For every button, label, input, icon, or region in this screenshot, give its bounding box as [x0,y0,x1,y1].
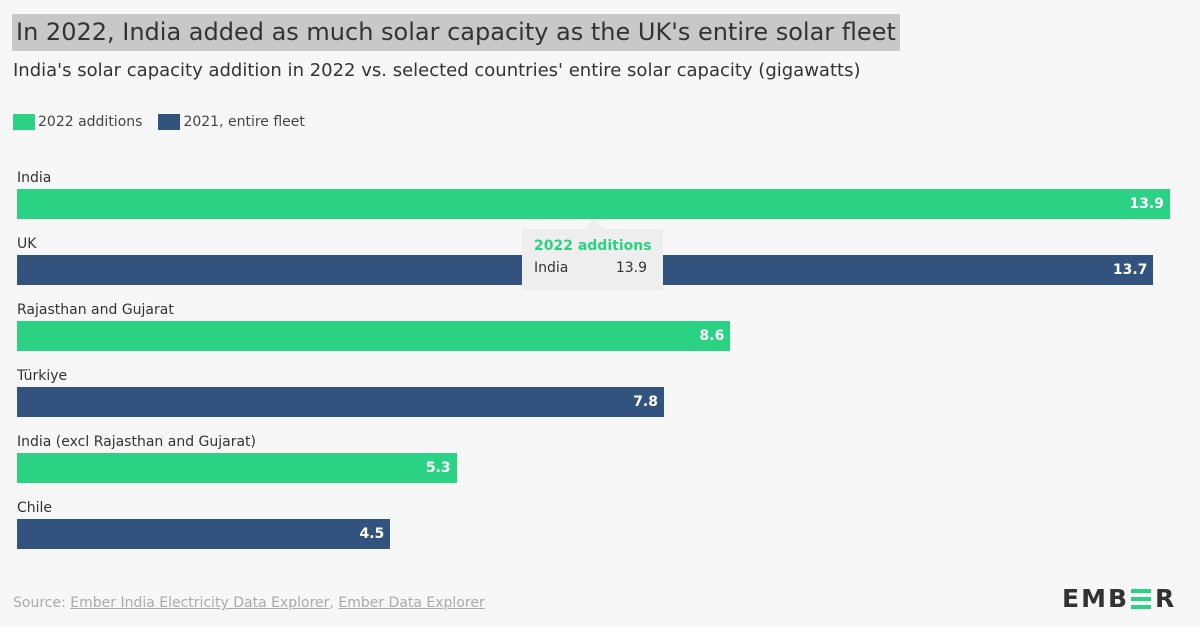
data-label: 5.3 [425,460,451,476]
bar[interactable]: 8.6 [17,321,731,351]
source-note: Source: Ember India Electricity Data Exp… [13,595,485,611]
legend-label: 2021, entire fleet [183,114,305,130]
category-label: UK [17,236,37,252]
data-label: 13.9 [1129,196,1164,212]
source-prefix: Source: [13,595,71,611]
tooltip-category: India [534,260,569,276]
legend-swatch-fleet [158,114,181,130]
bar[interactable]: 4.5 [17,519,391,549]
logo-e-icon [1131,588,1152,609]
category-label: Chile [17,500,53,516]
data-label: 8.6 [699,328,725,344]
legend-label: 2022 additions [38,114,143,130]
source-link-india[interactable]: Ember India Electricity Data Explorer [70,595,330,611]
bar[interactable]: 5.3 [17,453,457,483]
data-label: 13.7 [1112,262,1148,278]
chart-subtitle: India's solar capacity addition in 2022 … [13,60,861,81]
source-link-ember[interactable]: Ember Data Explorer [338,595,485,611]
chart-title: In 2022, India added as much solar capac… [12,14,900,51]
bar[interactable]: 13.9 [17,189,1170,219]
source-separator: , [329,595,339,611]
legend-item-additions[interactable]: 2022 additions [13,114,142,130]
legend-item-fleet[interactable]: 2021, entire fleet [158,114,305,130]
tooltip: 2022 additions India 13.9 [522,219,663,290]
category-label: India [17,170,52,186]
category-label: India (excl Rajasthan and Gujarat) [17,434,257,450]
data-label: 4.5 [359,526,385,542]
category-label: Türkiye [17,368,68,384]
tooltip-title: 2022 additions [534,238,652,254]
legend-swatch-additions [13,114,35,130]
category-label: Rajasthan and Gujarat [17,302,174,318]
legend: 2022 additions 2021, entire fleet [13,114,305,130]
data-label: 7.8 [633,394,658,410]
ember-logo: EMB R [1062,584,1177,613]
tooltip-value: 13.9 [615,260,647,276]
bar[interactable]: 7.8 [17,387,664,417]
